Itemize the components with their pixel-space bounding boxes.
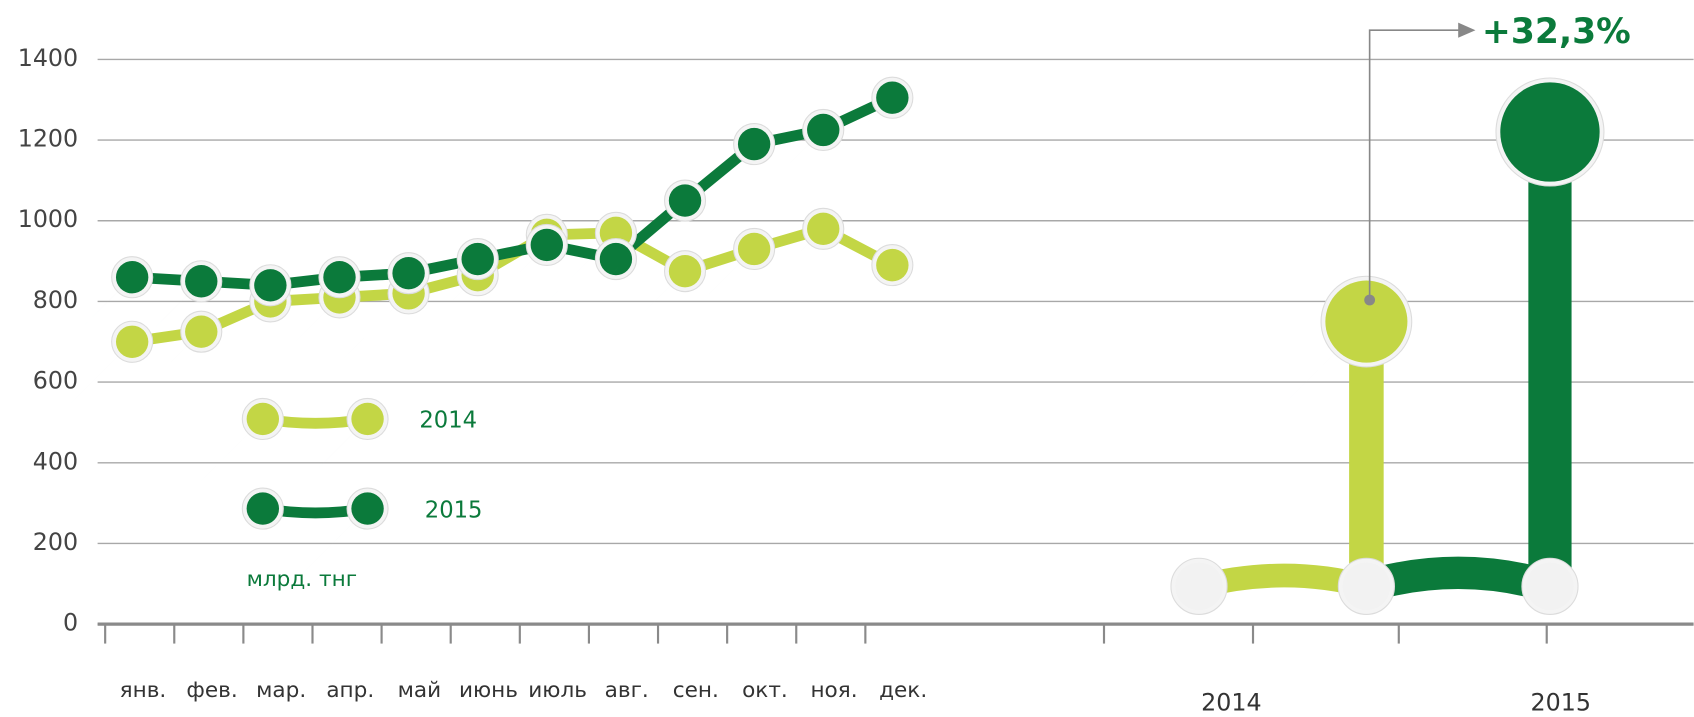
point [737, 127, 771, 161]
point [876, 248, 909, 282]
point [807, 113, 840, 147]
point [876, 81, 909, 114]
point [254, 269, 287, 302]
x-tick-label: 2015 [1531, 689, 1591, 717]
x-tick-label: июль [528, 678, 587, 703]
y-tick-label: 400 [33, 447, 78, 475]
base-dot [1526, 562, 1574, 611]
y-tick-label: 1400 [18, 44, 78, 72]
x-tick-label: ноя. [810, 678, 857, 703]
point [115, 261, 149, 294]
y-tick-label: 800 [33, 286, 78, 314]
point [185, 265, 218, 298]
point [737, 232, 771, 266]
point [668, 254, 702, 288]
x-tick-label: апр. [326, 678, 374, 703]
x-tick-label: май [398, 678, 442, 703]
unit-label: млрд. тнг [247, 567, 357, 592]
point [461, 242, 494, 276]
y-tick-label: 1000 [18, 205, 78, 233]
x-tick-label: сен. [673, 678, 719, 703]
point [668, 184, 702, 217]
legend-marker [351, 402, 384, 436]
shadow [369, 247, 490, 368]
y-tick-label: 200 [33, 528, 78, 556]
x-tick-label: янв. [120, 678, 167, 703]
annual-dot [1325, 280, 1408, 363]
base-dot [1175, 562, 1223, 611]
legend-marker [246, 492, 280, 525]
x-tick-label: фев. [186, 678, 237, 703]
x-tick-label: 2014 [1201, 689, 1261, 717]
point [599, 242, 633, 276]
arrow-head [1458, 22, 1476, 38]
y-tick-label: 1200 [18, 125, 78, 153]
legend-label: 2015 [425, 497, 483, 523]
x-tick-label: июнь [459, 678, 518, 703]
point [323, 261, 356, 294]
x-tick-label: окт. [742, 678, 788, 703]
point [807, 212, 840, 246]
x-tick-label: дек. [879, 678, 927, 703]
point [115, 325, 149, 358]
annotation: +32,3% [1482, 12, 1631, 52]
base-dot [1342, 562, 1391, 611]
annual-dot [1500, 82, 1600, 182]
point [392, 256, 425, 290]
y-tick-label: 600 [33, 367, 78, 395]
legend-marker [351, 492, 384, 525]
shadow [1240, 292, 1396, 448]
x-tick-label: авг. [605, 678, 649, 703]
point [530, 228, 564, 262]
legend-marker [246, 402, 280, 436]
x-tick-label: мар. [256, 678, 306, 703]
annotation-arrow [1368, 29, 1467, 300]
series-line [131, 92, 895, 291]
legend-label: 2014 [419, 408, 477, 434]
point [185, 315, 218, 348]
y-tick-label: 0 [63, 609, 78, 637]
